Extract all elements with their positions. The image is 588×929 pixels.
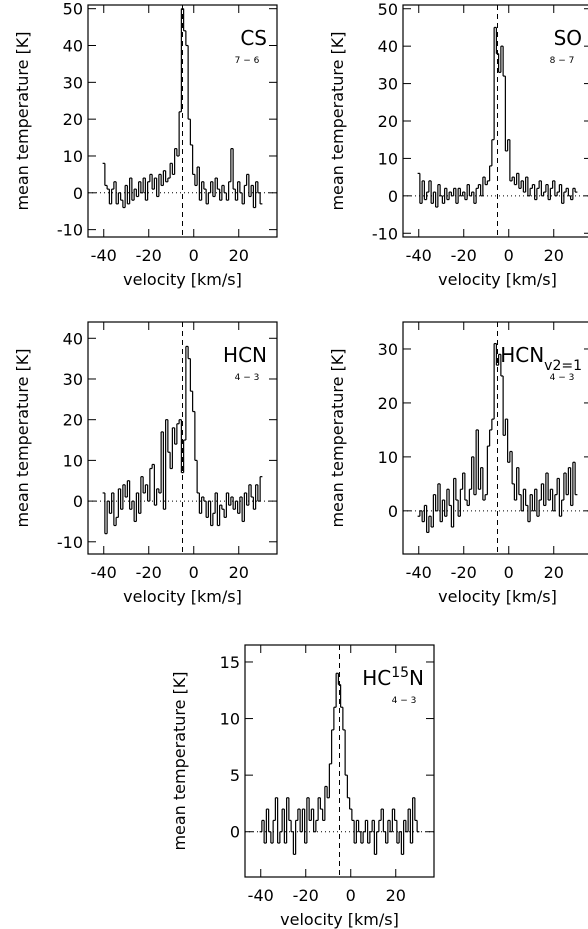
x-tick-label: 0 — [504, 563, 514, 582]
x-tick-label: 0 — [504, 246, 514, 265]
y-tick-label: 20 — [63, 110, 83, 129]
y-tick-label: 40 — [63, 329, 83, 348]
x-tick-label: 20 — [386, 886, 406, 905]
x-axis-label: velocity [km/s] — [280, 910, 399, 929]
y-tick-label: 40 — [63, 37, 83, 56]
y-tick-label: 40 — [378, 37, 398, 56]
y-axis-label: mean temperature [K] — [328, 31, 347, 210]
x-tick-label: -40 — [406, 563, 432, 582]
x-tick-label: 20 — [544, 563, 564, 582]
y-tick-label: 10 — [220, 710, 240, 729]
species-part: N — [409, 666, 424, 690]
x-tick-label: -20 — [136, 563, 162, 582]
x-tick-label: -40 — [91, 246, 117, 265]
y-tick-label: 30 — [378, 340, 398, 359]
x-tick-label: -20 — [451, 563, 477, 582]
x-tick-label: -40 — [91, 563, 117, 582]
panel: -40 -20 0 20 -10 0 10 20 30 40 velocity [km/s] mean… — [13, 321, 278, 606]
species-label: CS — [240, 26, 267, 50]
y-tick-label: 10 — [378, 149, 398, 168]
species-label: HCN — [223, 343, 267, 367]
x-tick-label: -40 — [248, 886, 274, 905]
species-part: SO — [554, 26, 582, 50]
transition-label: 8 − 7 — [550, 56, 575, 66]
x-tick-label: 20 — [229, 563, 249, 582]
y-axis-label: mean temperature [K] — [13, 348, 32, 527]
x-axis-label: velocity [km/s] — [123, 270, 242, 289]
y-tick-label: 5 — [230, 766, 240, 785]
x-axis-label: velocity [km/s] — [438, 270, 557, 289]
x-tick-label: -20 — [136, 246, 162, 265]
y-axis-label: mean temperature [K] — [13, 31, 32, 210]
species-part: CS — [240, 26, 267, 50]
x-tick-label: -20 — [451, 246, 477, 265]
species-part: v2=1 — [544, 358, 582, 374]
y-tick-label: 0 — [73, 492, 83, 511]
panel: -40 -20 0 20 0 5 10 15 velocity [km/s] mean tempe… — [170, 644, 435, 929]
species-label: HC15N — [362, 665, 424, 690]
y-tick-label: 50 — [63, 0, 83, 19]
species-part: HC — [362, 666, 391, 690]
x-tick-label: -40 — [406, 246, 432, 265]
y-axis-label: mean temperature [K] — [328, 348, 347, 527]
x-axis-label: velocity [km/s] — [438, 587, 557, 606]
transition-label: 4 − 3 — [235, 373, 260, 383]
x-tick-label: 0 — [189, 563, 199, 582]
y-tick-label: 10 — [378, 448, 398, 467]
y-axis-label: mean temperature [K] — [170, 671, 189, 850]
y-tick-label: 0 — [73, 184, 83, 203]
species-part: HCN — [223, 343, 267, 367]
y-tick-label: 0 — [388, 187, 398, 206]
species-label: SO — [554, 26, 582, 50]
y-tick-label: 0 — [230, 823, 240, 842]
y-tick-label: 20 — [378, 394, 398, 413]
panel: -40 -20 0 20 0 10 20 30 velocity [km/s] mean temp… — [328, 321, 588, 606]
y-tick-label: 50 — [378, 0, 398, 19]
y-tick-label: 10 — [63, 147, 83, 166]
y-tick-label: 30 — [63, 370, 83, 389]
transition-label: 4 − 3 — [392, 696, 417, 706]
x-tick-label: 0 — [189, 246, 199, 265]
panel: -40 -20 0 20 -10 0 10 20 30 40 50 velocity [km/s] me… — [328, 0, 588, 289]
y-tick-label: 20 — [63, 411, 83, 430]
panel: -40 -20 0 20 -10 0 10 20 30 40 50 velocity [km/s] me… — [13, 0, 278, 289]
x-tick-label: 20 — [229, 246, 249, 265]
y-tick-label: 10 — [63, 451, 83, 470]
y-tick-label: -10 — [57, 221, 83, 240]
species-part: 15 — [391, 665, 409, 681]
y-tick-label: 20 — [378, 112, 398, 131]
y-tick-label: 0 — [388, 502, 398, 521]
y-tick-label: 30 — [378, 75, 398, 94]
x-axis-label: velocity [km/s] — [123, 587, 242, 606]
x-tick-label: -20 — [293, 886, 319, 905]
y-tick-label: -10 — [57, 533, 83, 552]
y-tick-label: 30 — [63, 73, 83, 92]
transition-label: 4 − 3 — [550, 373, 575, 383]
y-tick-label: -10 — [372, 224, 398, 243]
transition-label: 7 − 6 — [235, 56, 260, 66]
x-tick-label: 20 — [544, 246, 564, 265]
species-label: HCNv2=1 — [500, 343, 582, 374]
species-part: HCN — [500, 343, 544, 367]
x-tick-label: 0 — [346, 886, 356, 905]
y-tick-label: 15 — [220, 653, 240, 672]
